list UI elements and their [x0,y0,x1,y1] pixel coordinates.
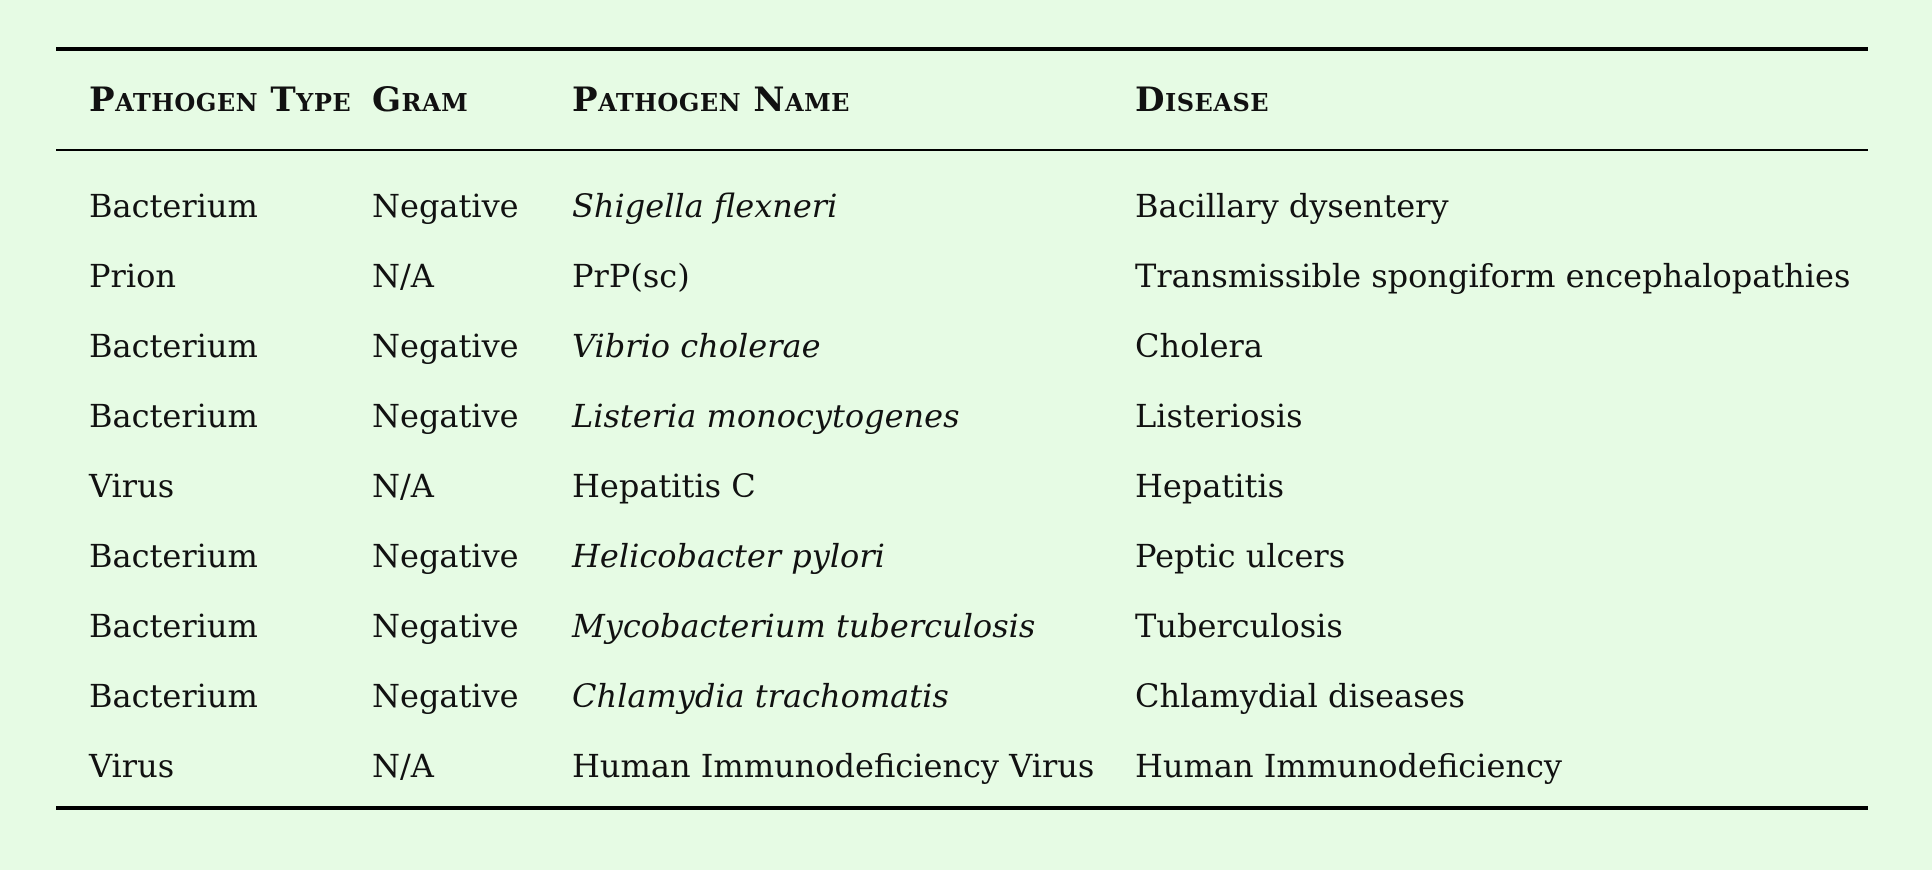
table-row: Prion N/A PrP(sc) Transmissible spongiform … [56,241,1868,311]
cell-pathogen-type: Bacterium [89,607,258,645]
cell-pathogen-type: Bacterium [89,327,258,365]
cell-disease: Peptic ulcers [1135,537,1346,575]
cell-disease: Chlamydial diseases [1135,677,1465,715]
cell-gram: N/A [372,257,434,295]
cell-pathogen-name: Helicobacter pylori [572,537,885,575]
cell-pathogen-type: Virus [89,747,175,785]
cell-pathogen-name: Hepatitis C [572,467,756,505]
table-row: Bacterium Negative Shigella flexneri Bacill… [56,171,1868,241]
table-row: Bacterium Negative Vibrio cholerae Cholera [56,311,1868,381]
cell-gram: Negative [372,397,519,435]
cell-pathogen-type: Bacterium [89,187,258,225]
cell-disease: Transmissible spongiform encephalopathie… [1135,257,1851,295]
cell-disease: Listeriosis [1135,397,1303,435]
cell-pathogen-name: PrP(sc) [572,257,690,295]
table-header-row: Pathogen Type Gram Pathogen Name Disease [56,51,1868,149]
cell-gram: N/A [372,747,434,785]
cell-pathogen-name: Listeria monocytogenes [572,397,960,435]
cell-disease: Hepatitis [1135,467,1285,505]
cell-disease: Tuberculosis [1135,607,1343,645]
cell-pathogen-type: Prion [89,257,176,295]
cell-gram: Negative [372,187,519,225]
cell-pathogen-type: Bacterium [89,397,258,435]
cell-pathogen-name: Mycobacterium tuberculosis [572,607,1036,645]
header-disease: Disease [1135,80,1270,120]
header-pathogen-type: Pathogen Type [89,80,352,120]
header-pathogen-name: Pathogen Name [572,80,850,120]
cell-gram: Negative [372,677,519,715]
pathogen-table: Pathogen Type Gram Pathogen Name Disease… [56,47,1868,810]
table-row: Bacterium Negative Mycobacterium tuberculo… [56,591,1868,661]
cell-pathogen-type: Bacterium [89,537,258,575]
table-row: Bacterium Negative Helicobacter pylori Pept… [56,521,1868,591]
table-bottom-rule [56,806,1868,810]
cell-gram: Negative [372,607,519,645]
cell-disease: Human Immunodeficiency [1135,747,1562,785]
cell-pathogen-type: Virus [89,467,175,505]
cell-gram: N/A [372,467,434,505]
cell-gram: Negative [372,537,519,575]
table-row: Virus N/A Human Immunodeficiency Virus Huma… [56,731,1868,801]
cell-disease: Bacillary dysentery [1135,187,1449,225]
cell-disease: Cholera [1135,327,1263,365]
cell-pathogen-name: Vibrio cholerae [572,327,821,365]
table-row: Bacterium Negative Chlamydia trachomatis Ch… [56,661,1868,731]
table-row: Virus N/A Hepatitis C Hepatitis [56,451,1868,521]
cell-pathogen-name: Shigella flexneri [572,187,838,225]
cell-pathogen-name: Chlamydia trachomatis [572,677,949,715]
cell-gram: Negative [372,327,519,365]
table-row: Bacterium Negative Listeria monocytogenes L… [56,381,1868,451]
cell-pathogen-type: Bacterium [89,677,258,715]
cell-pathogen-name: Human Immunodeficiency Virus [572,747,1095,785]
table-top-rule [56,47,1868,51]
table-header-rule [56,149,1868,151]
header-gram: Gram [372,80,469,120]
table-body: Bacterium Negative Shigella flexneri Bacill… [56,171,1868,801]
